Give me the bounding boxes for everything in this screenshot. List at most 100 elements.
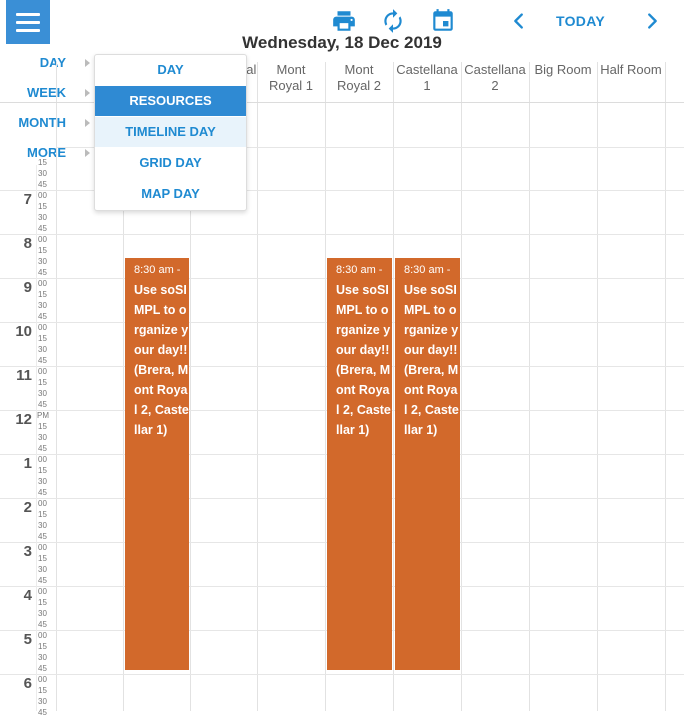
minute-label: 15 bbox=[38, 642, 47, 651]
minute-label: 15 bbox=[38, 510, 47, 519]
column-divider bbox=[597, 62, 598, 711]
hour-label: 9 bbox=[23, 279, 32, 296]
view-menu-month[interactable]: MONTH bbox=[0, 112, 94, 134]
minute-label: 15 bbox=[38, 598, 47, 607]
minute-label: 15 bbox=[38, 334, 47, 343]
resource-column-header: Half Room bbox=[597, 62, 665, 102]
hour-label: 8 bbox=[23, 235, 32, 252]
event-title: Use soSIMPL to organize your day!! (Brer… bbox=[134, 283, 189, 437]
minute-label: 45 bbox=[38, 620, 47, 629]
minute-label: 45 bbox=[38, 356, 47, 365]
hour-divider bbox=[0, 234, 684, 235]
column-divider bbox=[529, 62, 530, 711]
resource-name: Mont bbox=[276, 62, 306, 77]
minute-label: 00 bbox=[38, 191, 47, 200]
refresh-icon[interactable] bbox=[380, 8, 406, 34]
minute-label: 30 bbox=[38, 697, 47, 706]
minute-label: 00 bbox=[38, 367, 47, 376]
caret-right-icon bbox=[85, 59, 90, 67]
event-time: 8:30 am - bbox=[336, 264, 383, 276]
header-divider bbox=[0, 102, 684, 103]
hour-label: 10 bbox=[15, 323, 32, 340]
minute-label: 30 bbox=[38, 345, 47, 354]
print-icon[interactable] bbox=[331, 8, 357, 34]
calendar-event[interactable]: 8:30 am - Use soSIMPL to organize your da… bbox=[125, 258, 189, 670]
minute-label: 30 bbox=[38, 653, 47, 662]
minute-label: 15 bbox=[38, 202, 47, 211]
resource-name: Half Room bbox=[600, 62, 662, 77]
today-button[interactable]: TODAY bbox=[556, 13, 605, 29]
hour-divider bbox=[0, 190, 684, 191]
caret-right-icon bbox=[85, 149, 90, 157]
column-divider bbox=[123, 62, 124, 711]
minute-label: 45 bbox=[38, 400, 47, 409]
column-divider bbox=[257, 62, 258, 711]
hour-label: 11 bbox=[16, 367, 32, 384]
resource-name: Mont bbox=[344, 62, 374, 77]
chevron-left-icon[interactable] bbox=[508, 9, 530, 33]
minute-label: 00 bbox=[38, 499, 47, 508]
minute-label: 15 bbox=[38, 290, 47, 299]
minute-label: 30 bbox=[38, 257, 47, 266]
minute-label: 15 bbox=[38, 554, 47, 563]
minute-label: 45 bbox=[38, 576, 47, 585]
calendar-event[interactable]: 8:30 am - Use soSIMPL to organize your da… bbox=[395, 258, 460, 670]
minute-label: 15 bbox=[38, 422, 47, 431]
column-divider bbox=[665, 62, 666, 711]
event-title: Use soSIMPL to organize your day!! (Brer… bbox=[404, 283, 459, 437]
event-time: 8:30 am - bbox=[404, 264, 451, 276]
dropdown-item-resources[interactable]: RESOURCES bbox=[95, 86, 246, 116]
minute-label: 15 bbox=[38, 246, 47, 255]
dropdown-item-grid-day[interactable]: GRID DAY bbox=[139, 155, 202, 170]
minute-label: 00 bbox=[38, 675, 47, 684]
minute-label: 00 bbox=[38, 587, 47, 596]
dropdown-item-day[interactable]: DAY bbox=[157, 62, 184, 77]
minute-label: 30 bbox=[38, 565, 47, 574]
hour-divider bbox=[56, 147, 684, 148]
event-time: 8:30 am - bbox=[134, 264, 181, 276]
minute-label: 15 bbox=[38, 158, 47, 167]
hour-label: 6 bbox=[23, 675, 32, 692]
column-divider bbox=[190, 62, 191, 711]
column-divider bbox=[56, 62, 57, 711]
hour-label: 4 bbox=[23, 587, 32, 604]
minute-label: 30 bbox=[38, 433, 47, 442]
event-title: Use soSIMPL to organize your day!! (Brer… bbox=[336, 283, 391, 437]
hamburger-menu-icon[interactable] bbox=[6, 0, 50, 44]
toolbar: TODAY Wednesday, 18 Dec 2019 bbox=[0, 0, 684, 54]
minute-label: 00 bbox=[38, 455, 47, 464]
dropdown-item-map-day[interactable]: MAP DAY bbox=[141, 186, 200, 201]
minute-label: 45 bbox=[38, 664, 47, 673]
minute-label: 30 bbox=[38, 301, 47, 310]
minute-label: 45 bbox=[38, 312, 47, 321]
hour-label: 3 bbox=[23, 543, 32, 560]
column-divider bbox=[325, 62, 326, 711]
resource-column-header: Mont Royal 1 bbox=[257, 62, 325, 102]
chevron-right-icon[interactable] bbox=[641, 9, 663, 33]
minute-label: 00 bbox=[38, 543, 47, 552]
minute-label: 00 bbox=[38, 235, 47, 244]
minute-label: 00 bbox=[38, 323, 47, 332]
resource-name-line2: Royal 1 bbox=[268, 78, 314, 93]
resource-column-header: Castellana 1 bbox=[393, 62, 461, 102]
resource-column-header: Big Room bbox=[529, 62, 597, 102]
calendar-icon[interactable] bbox=[430, 8, 456, 34]
hour-divider bbox=[0, 674, 684, 675]
view-menu-label: DAY bbox=[39, 55, 66, 70]
dropdown-item-timeline-day[interactable]: TIMELINE DAY bbox=[95, 117, 246, 147]
hour-label: 7 bbox=[23, 191, 32, 208]
minute-label: 45 bbox=[38, 708, 47, 717]
hour-label: 2 bbox=[23, 499, 32, 516]
minute-label: 00 bbox=[38, 631, 47, 640]
minute-label: 45 bbox=[38, 268, 47, 277]
view-menu-day[interactable]: DAY bbox=[0, 52, 94, 74]
minute-label: 30 bbox=[38, 521, 47, 530]
view-menu-label: MONTH bbox=[18, 115, 66, 130]
ampm-label: PM bbox=[37, 411, 49, 420]
calendar-event[interactable]: 8:30 am - Use soSIMPL to organize your da… bbox=[327, 258, 392, 670]
resource-column-header: Castellana 2 bbox=[461, 62, 529, 102]
column-divider bbox=[461, 62, 462, 711]
caret-right-icon bbox=[85, 119, 90, 127]
minute-label: 45 bbox=[38, 444, 47, 453]
caret-right-icon bbox=[85, 89, 90, 97]
